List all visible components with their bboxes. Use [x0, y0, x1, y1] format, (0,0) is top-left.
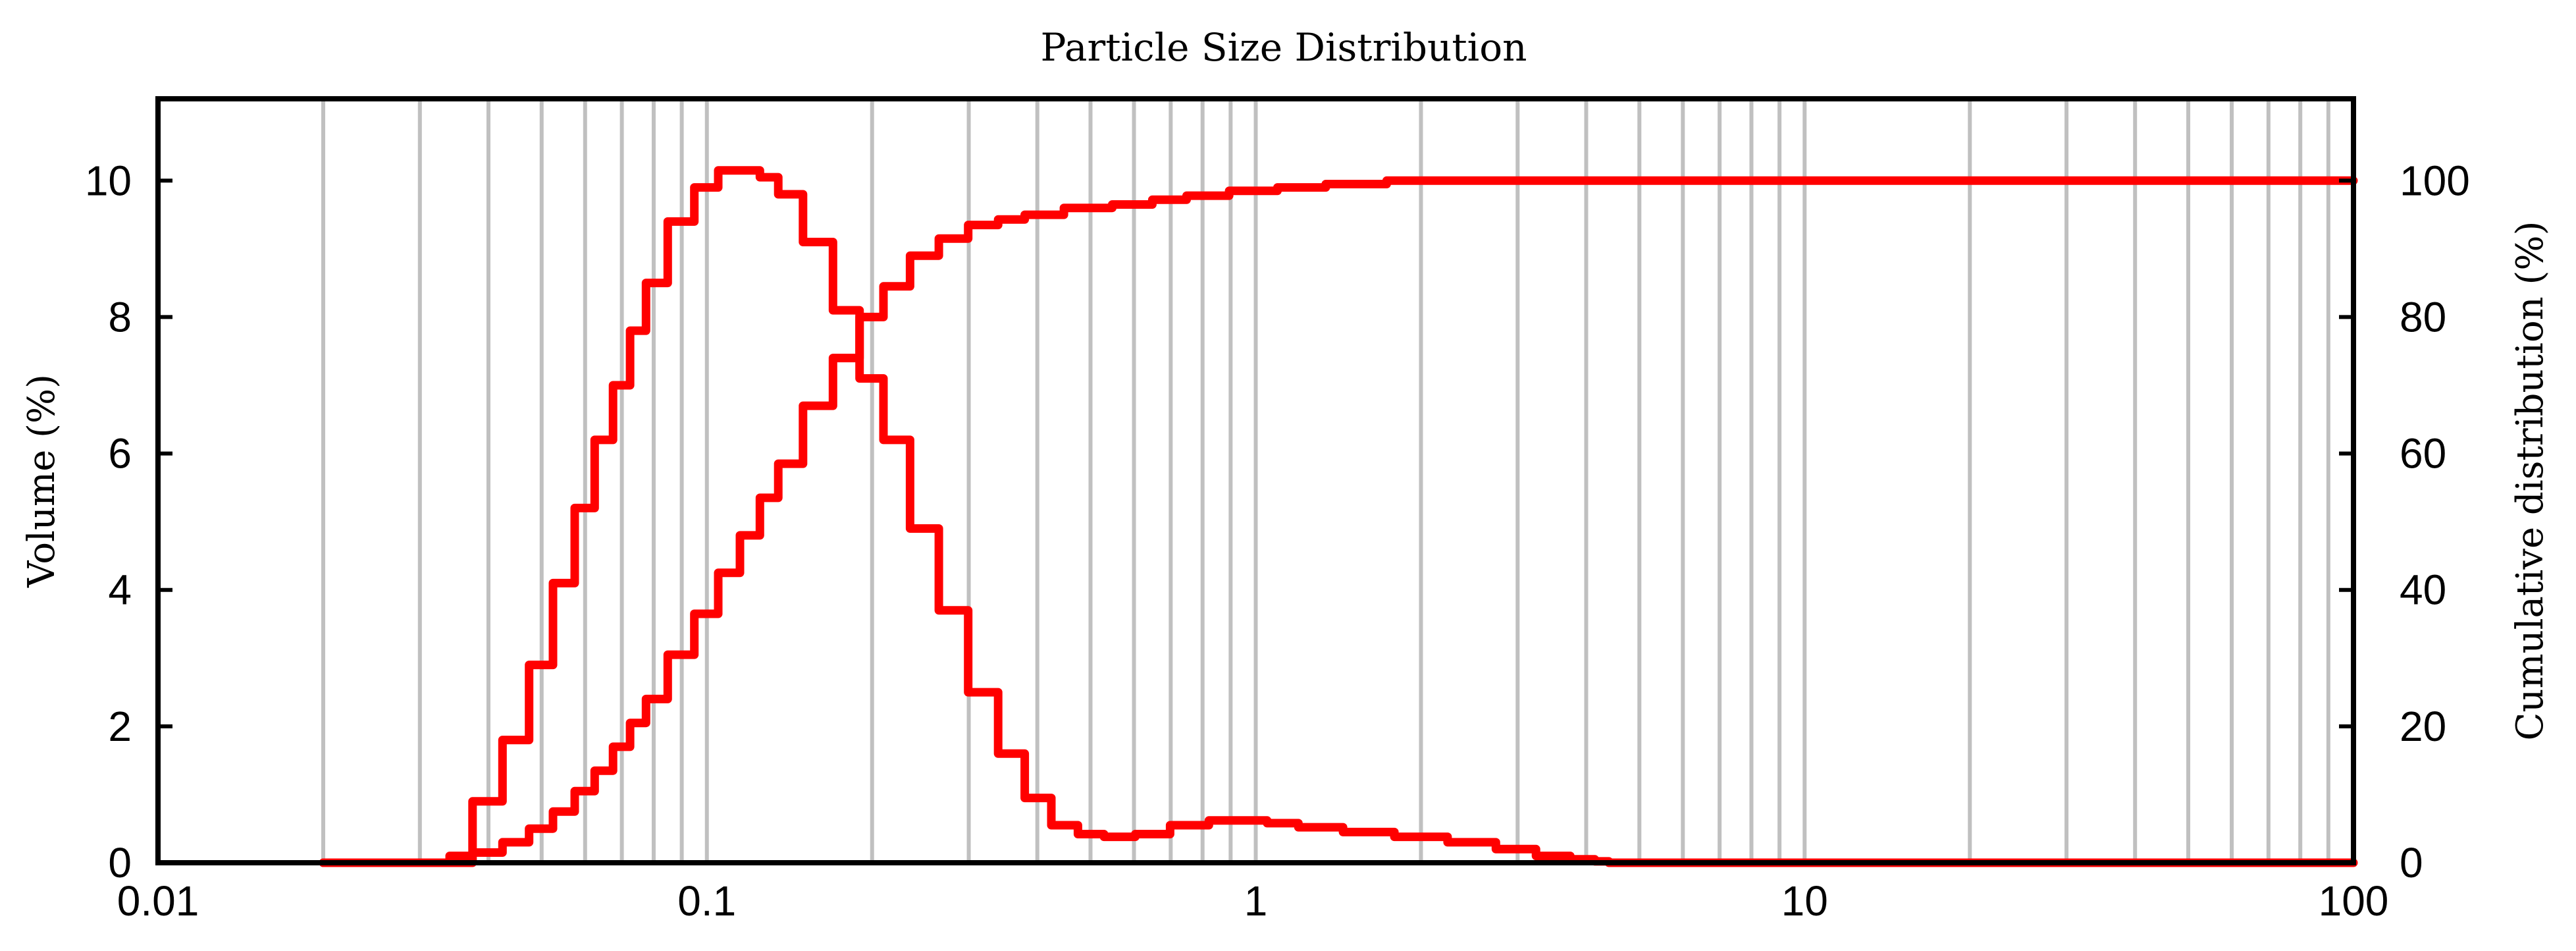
y-tick-label: 2	[108, 703, 132, 750]
x-tick-label: 0.1	[677, 877, 736, 925]
volume-line	[319, 166, 2358, 867]
cumulative-distribution-line	[319, 176, 2358, 867]
y2-tick-label: 40	[2400, 566, 2446, 614]
y2-tick-label: 100	[2400, 157, 2470, 204]
plot-frame	[155, 96, 2356, 865]
y2-axis-label: Cumulative distribution (%)	[2509, 221, 2552, 741]
y-tick-label: 8	[108, 293, 132, 340]
series-layer	[319, 166, 2358, 867]
y-tick-label: 0	[108, 839, 132, 886]
y2-tick-label: 20	[2400, 703, 2446, 750]
y2-tick-label: 80	[2400, 293, 2446, 340]
x-tick-label: 100	[2319, 877, 2389, 925]
y-axis-label: Volume (%)	[20, 374, 63, 588]
y2-tick-label: 60	[2400, 430, 2446, 477]
x-tick-label: 1	[1244, 877, 1268, 925]
y-tick-label: 4	[108, 566, 132, 614]
y-tick-label: 10	[85, 157, 132, 204]
grid	[156, 99, 2355, 863]
x-tick-label: 10	[1781, 877, 1828, 925]
x-tick-label: 0.01	[117, 877, 199, 925]
y2-tick-label: 0	[2400, 839, 2423, 886]
y-tick-label: 6	[108, 430, 132, 477]
chart-title: Particle Size Distribution	[1041, 25, 1527, 70]
